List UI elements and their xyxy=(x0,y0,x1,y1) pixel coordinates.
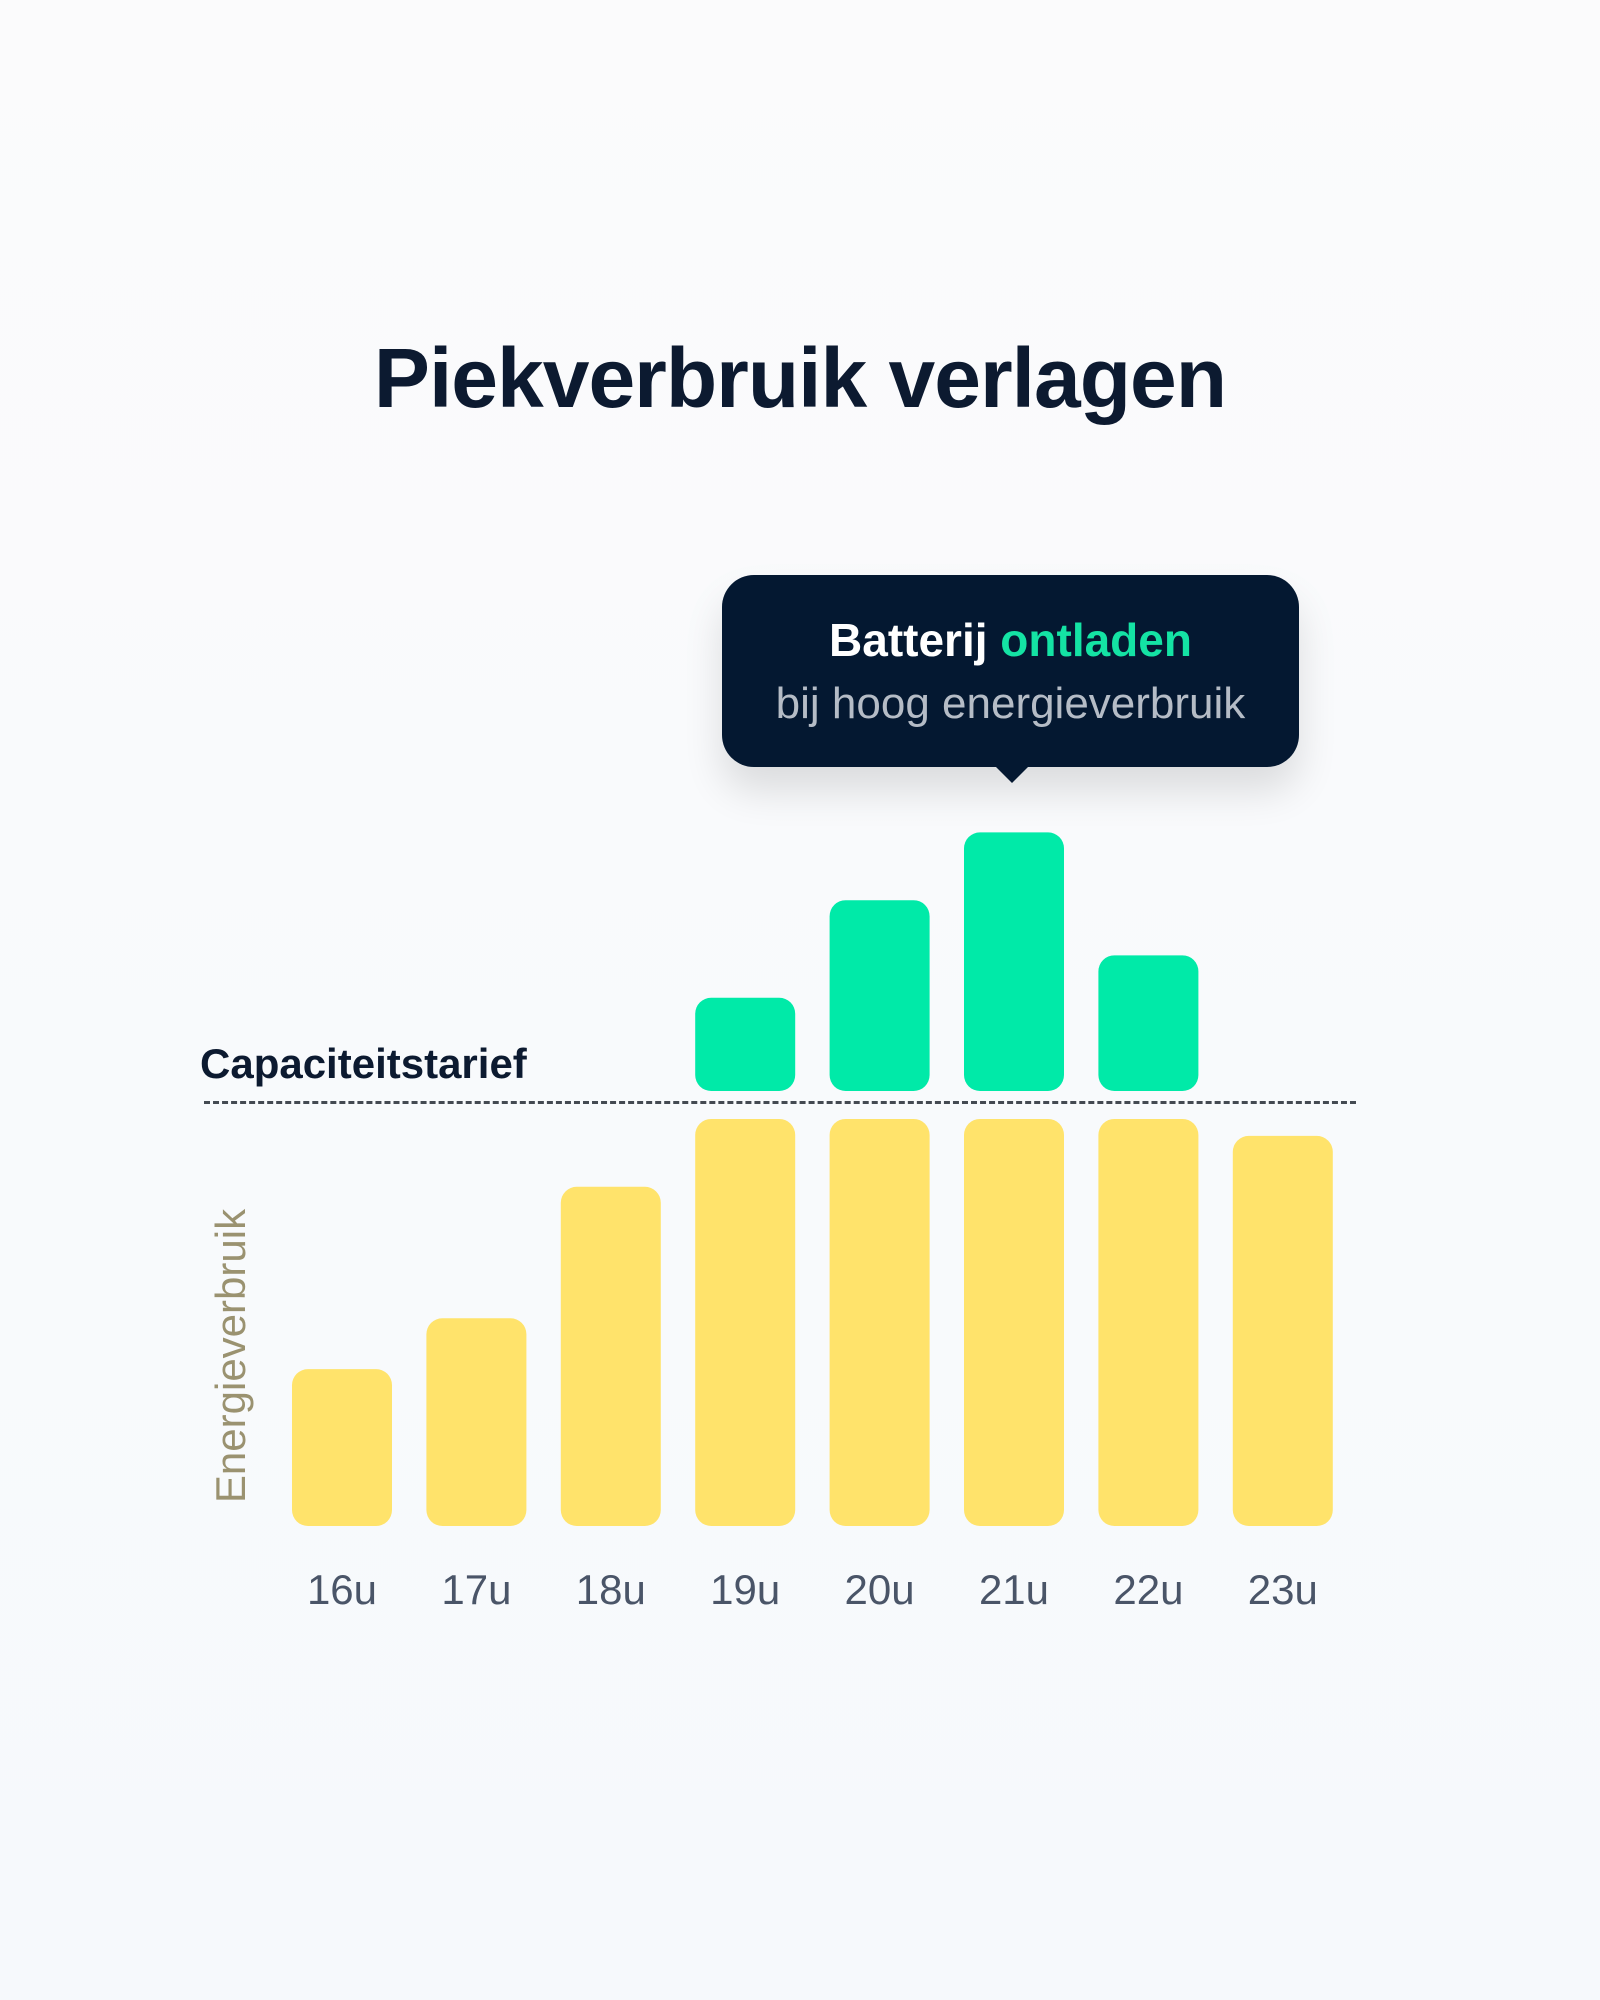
threshold-label: Capaciteitstarief xyxy=(200,1040,527,1087)
battery-bar-21u xyxy=(964,832,1064,1091)
x-tick-label: 16u xyxy=(307,1566,377,1613)
tooltip-highlight: ontladen xyxy=(1000,614,1192,666)
x-tick-label: 19u xyxy=(710,1566,780,1613)
tooltip-bold: Batterij xyxy=(829,614,988,666)
threshold-line xyxy=(204,1101,1356,1104)
x-tick-label: 18u xyxy=(576,1566,646,1613)
consumption-bar-23u xyxy=(1232,1135,1333,1526)
battery-bar-22u xyxy=(1098,955,1199,1091)
x-tick-label: 22u xyxy=(1113,1566,1183,1613)
consumption-bar-22u xyxy=(1098,1118,1199,1526)
x-tick-label: 20u xyxy=(845,1566,915,1613)
consumption-bar-17u xyxy=(426,1318,527,1526)
tooltip-pointer xyxy=(996,767,1028,783)
consumption-bar-19u xyxy=(695,1118,796,1526)
battery-bar-19u xyxy=(695,997,796,1091)
consumption-bar-20u xyxy=(829,1118,930,1526)
battery-tooltip: Batterij ontladen bij hoog energieverbru… xyxy=(722,575,1299,783)
x-tick-label: 23u xyxy=(1248,1566,1318,1613)
tooltip-subtext: bij hoog energieverbruik xyxy=(775,679,1246,728)
battery-bar-20u xyxy=(829,900,930,1091)
consumption-bar-16u xyxy=(292,1369,392,1526)
page-title: Piekverbruik verlagen xyxy=(373,331,1227,425)
x-tick-label: 17u xyxy=(441,1566,511,1613)
consumption-bar-18u xyxy=(560,1186,661,1526)
consumption-bar-21u xyxy=(964,1118,1064,1526)
tooltip-heading: Batterij ontladen xyxy=(722,613,1299,667)
x-tick-label: 21u xyxy=(979,1566,1049,1613)
